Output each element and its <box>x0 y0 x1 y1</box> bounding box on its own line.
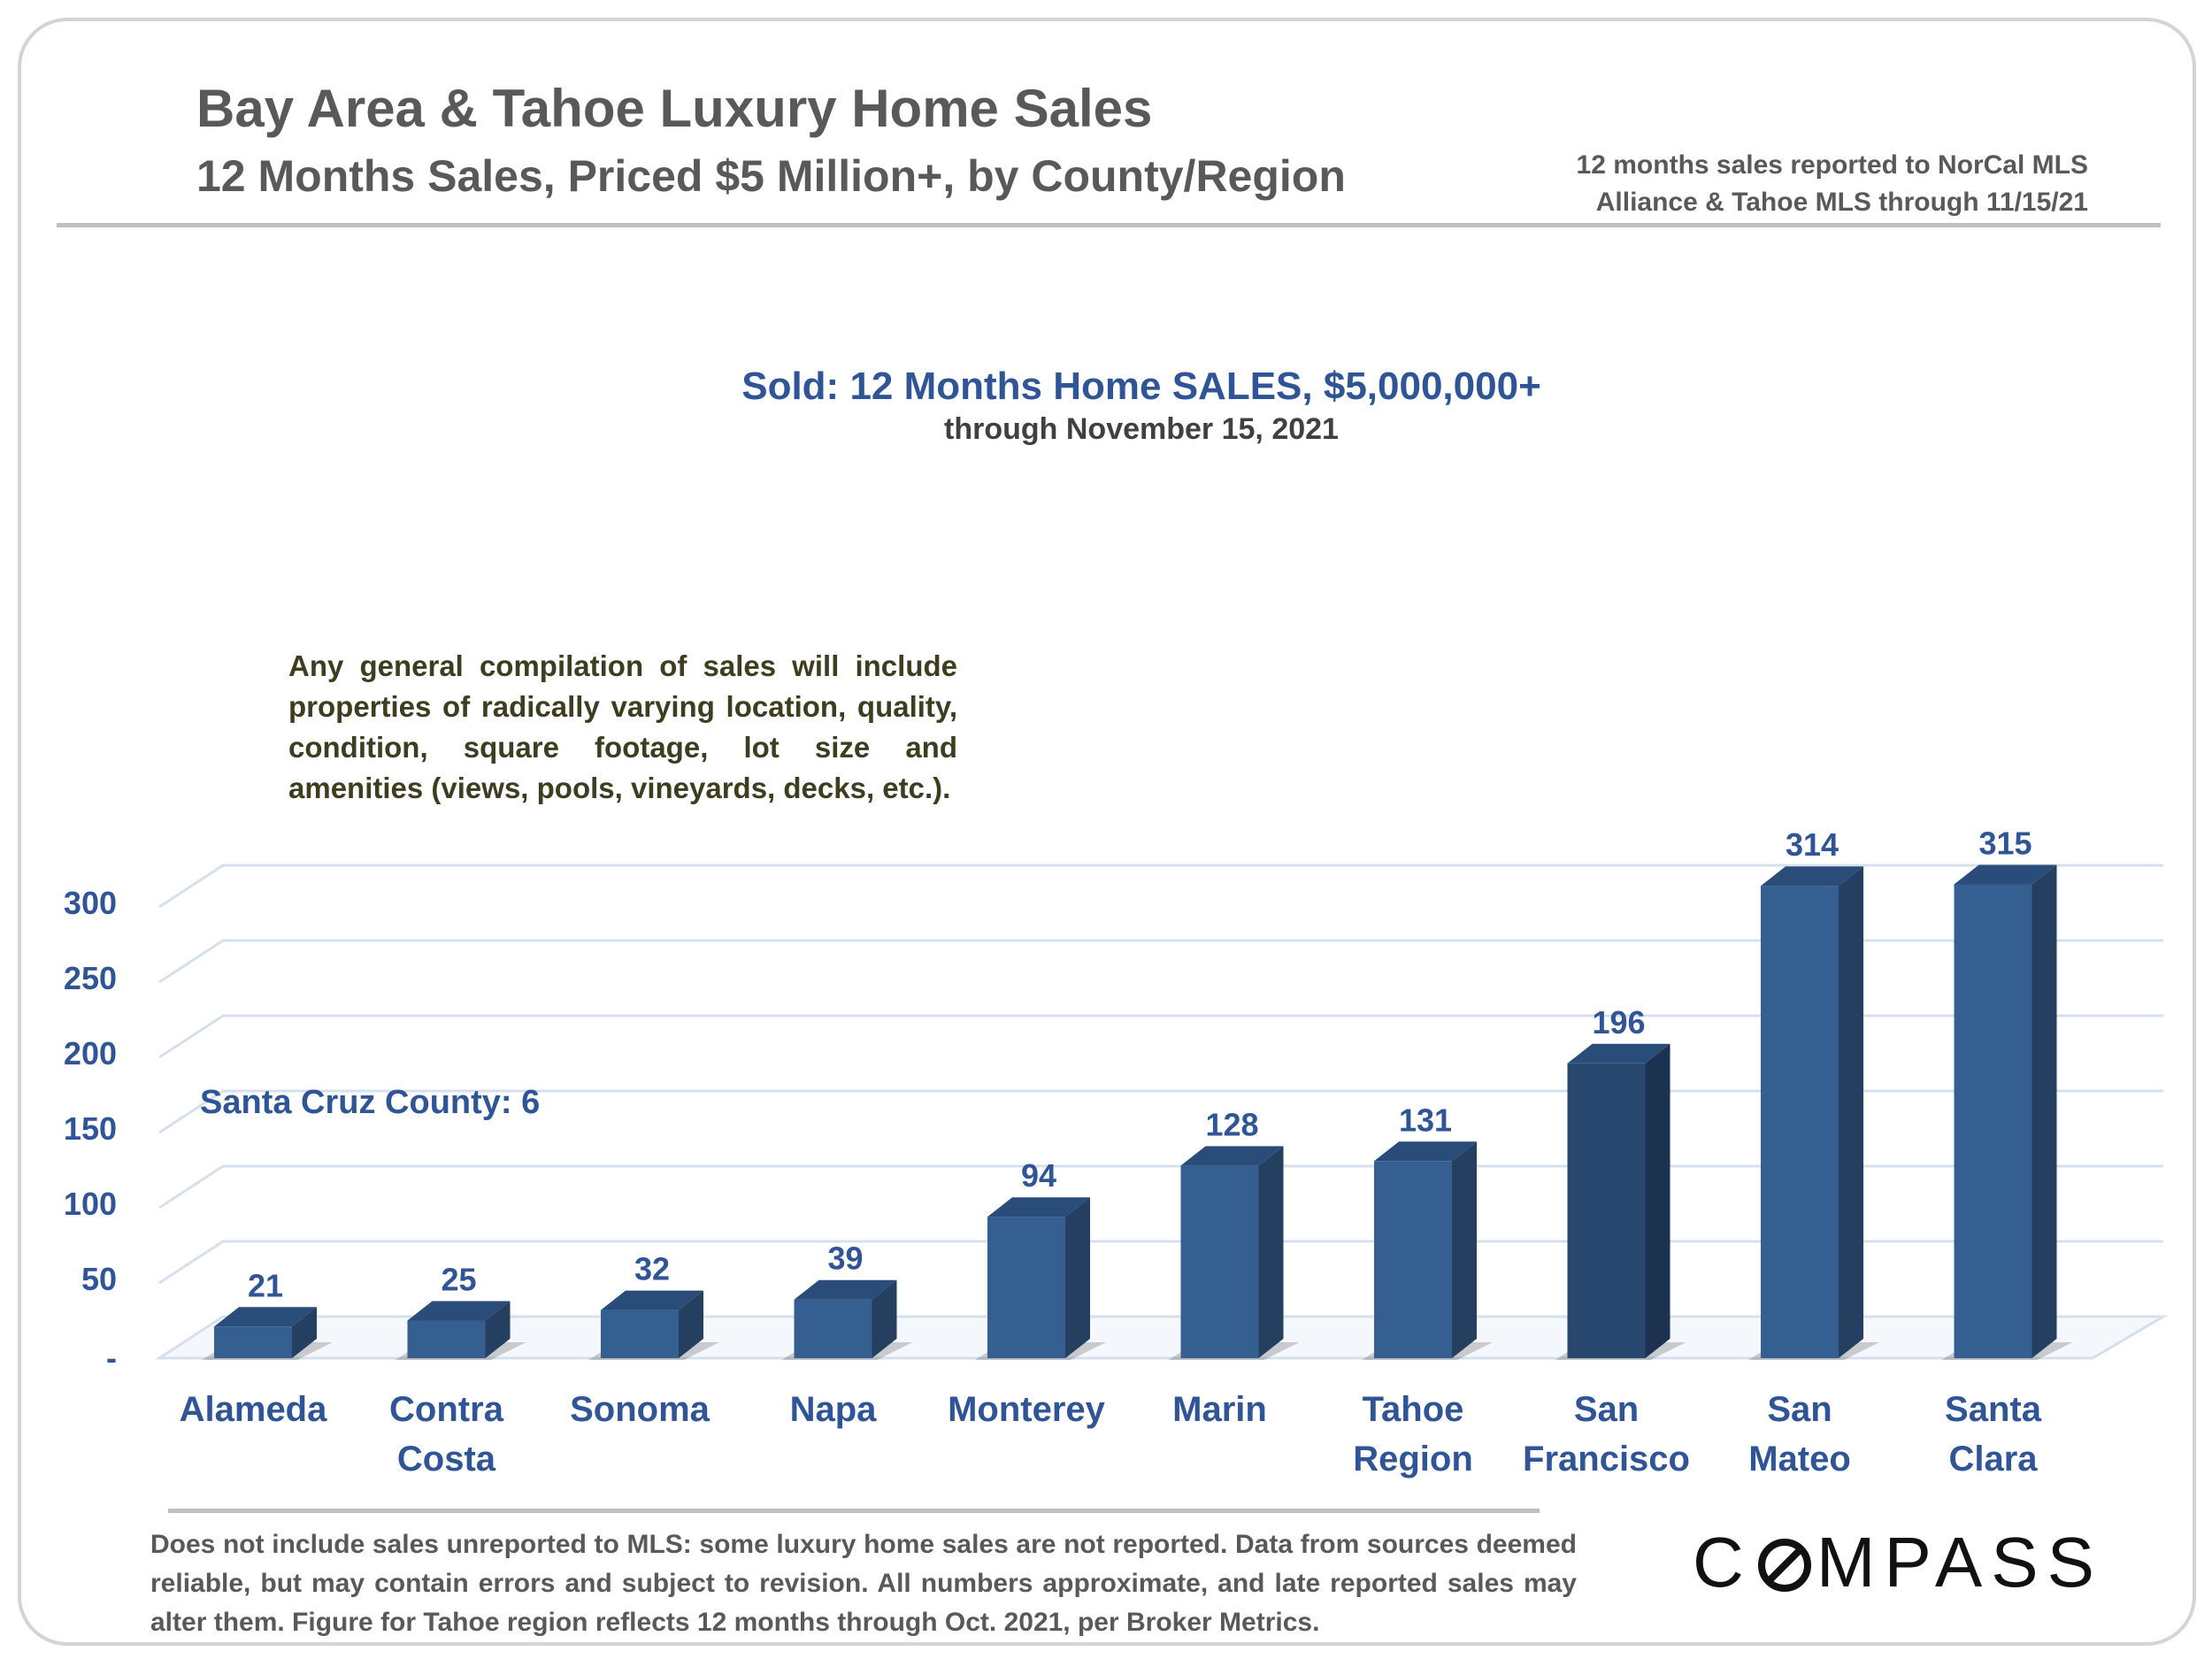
y-tick-label: 200 <box>64 1035 117 1071</box>
bar <box>1761 886 1839 1358</box>
x-tick-label: Napa <box>790 1390 878 1429</box>
x-tick-label: Santa <box>1945 1390 2042 1429</box>
x-tick-label: Costa <box>397 1440 496 1479</box>
gridline <box>158 939 2163 984</box>
source-note-line-1: 12 months sales reported to NorCal MLS <box>1576 150 2088 180</box>
x-tick-label: Region <box>1353 1440 1473 1479</box>
bar-side <box>2032 864 2057 1358</box>
source-note: 12 months sales reported to NorCal MLS A… <box>1577 147 2088 221</box>
bar-value-label: 128 <box>1205 1106 1258 1142</box>
chart-heading: Sold: 12 Months Home SALES, $5,000,000+ … <box>699 361 1584 450</box>
bar-side <box>1645 1043 1671 1358</box>
x-tick-label: Sonoma <box>570 1390 710 1429</box>
bar-top <box>987 1197 1090 1217</box>
x-tick-label: Tahoe <box>1363 1390 1464 1429</box>
bar <box>407 1320 486 1358</box>
bar-value-label: 25 <box>441 1262 476 1298</box>
x-tick-label: Clara <box>1948 1440 2038 1479</box>
bar <box>1567 1063 1646 1358</box>
bar-top <box>601 1290 703 1310</box>
bar-value-label: 32 <box>634 1251 670 1287</box>
chart-card <box>18 18 2196 1646</box>
x-tick-label: Marin <box>1172 1390 1267 1429</box>
bar-value-label: 314 <box>1786 826 1839 863</box>
bar-top <box>1180 1146 1284 1166</box>
y-tick-label: 250 <box>64 960 117 996</box>
x-tick-label: Mateo <box>1748 1440 1851 1479</box>
gridline <box>158 1164 2163 1210</box>
bar-value-label: 196 <box>1592 1004 1645 1041</box>
y-tick-label: 50 <box>81 1261 117 1297</box>
bar-value-label: 315 <box>1978 826 2032 862</box>
bar-side <box>292 1307 317 1358</box>
bar <box>794 1299 872 1358</box>
x-tick-label: Contra <box>389 1390 504 1429</box>
disclaimer-note: Any general compilation of sales will in… <box>280 642 966 812</box>
bar <box>1374 1161 1452 1358</box>
page-title: Bay Area & Tahoe Luxury Home Sales <box>196 79 1153 138</box>
x-tick-label: Alameda <box>180 1390 327 1429</box>
bar-side <box>679 1290 703 1358</box>
y-tick-label: 300 <box>64 885 117 921</box>
bar-side <box>1839 866 1863 1358</box>
chart-title: Sold: 12 Months Home SALES, $5,000,000+ <box>741 365 1541 408</box>
bar-value-label: 131 <box>1399 1102 1452 1138</box>
bar-top <box>1954 864 2057 885</box>
page-subtitle: 12 Months Sales, Priced $5 Million+, by … <box>196 151 1346 201</box>
bar <box>214 1326 292 1358</box>
bar <box>601 1310 679 1358</box>
y-tick-label: 150 <box>64 1110 117 1147</box>
x-tick-label: Monterey <box>948 1390 1106 1429</box>
gridline <box>158 1240 2163 1285</box>
bar-side <box>872 1279 897 1358</box>
header-divider <box>57 223 2161 227</box>
chart-subtitle: through November 15, 2021 <box>944 412 1339 446</box>
bar-top <box>794 1279 897 1300</box>
y-tick-label: 100 <box>64 1186 117 1222</box>
source-note-line-2: Alliance & Tahoe MLS through 11/15/21 <box>1595 188 2088 217</box>
bar <box>1954 884 2032 1358</box>
bar-side <box>1258 1146 1284 1358</box>
gridline <box>158 1089 2163 1134</box>
bar-top <box>214 1307 317 1327</box>
bar-top <box>1761 866 1863 887</box>
santa-cruz-annotation: Santa Cruz County: 6 <box>200 1084 541 1121</box>
x-tick-label: Francisco <box>1523 1440 1690 1479</box>
compass-logo: C MPASS <box>1693 1523 2103 1601</box>
bar-value-label: 94 <box>1021 1157 1056 1194</box>
bar-side <box>1452 1141 1477 1358</box>
footer-divider <box>168 1509 1540 1513</box>
gridline <box>158 864 2163 909</box>
logo-o-icon <box>1757 1539 1811 1592</box>
bar-top <box>1374 1141 1477 1162</box>
footnote: Does not include sales unreported to MLS… <box>150 1530 1577 1637</box>
bar-side <box>1065 1197 1090 1358</box>
bar <box>1180 1165 1259 1358</box>
gridline <box>158 1014 2163 1059</box>
bar-value-label: 39 <box>827 1240 863 1277</box>
y-tick-label: - <box>106 1340 117 1376</box>
bar-top <box>1567 1043 1671 1064</box>
bar-side <box>485 1301 511 1358</box>
bar <box>987 1217 1065 1358</box>
bar-value-label: 21 <box>248 1267 283 1303</box>
bar-top <box>407 1301 511 1321</box>
x-tick-label: San <box>1574 1390 1639 1429</box>
x-tick-label: San <box>1767 1390 1832 1429</box>
